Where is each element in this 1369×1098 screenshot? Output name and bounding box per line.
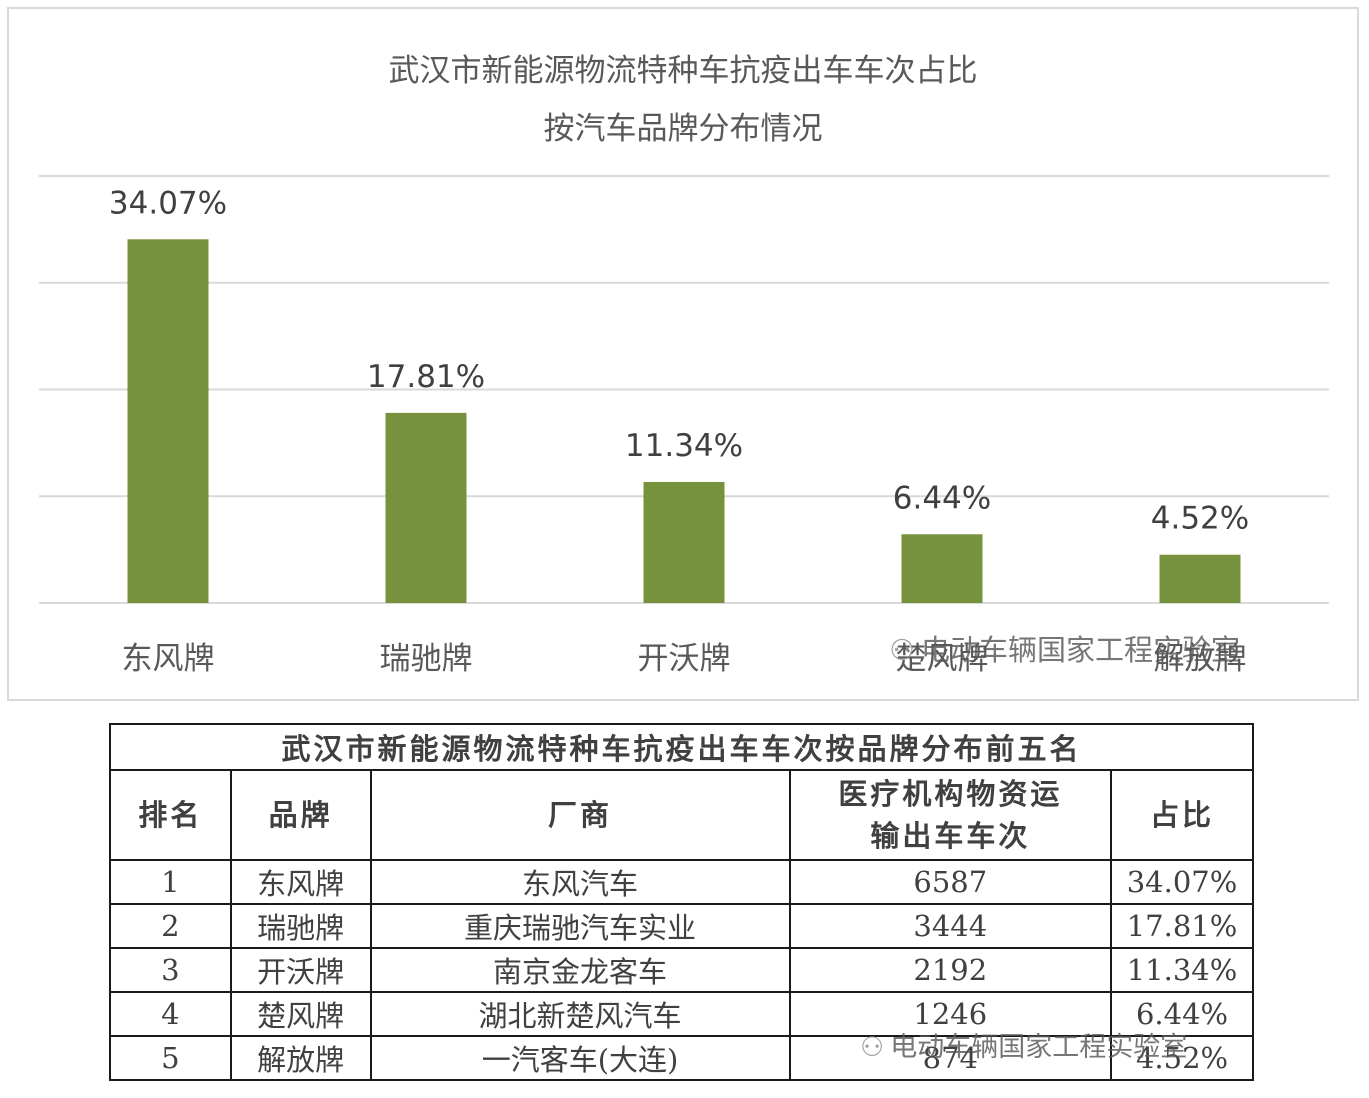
table-row: 4 楚风牌 湖北新楚风汽车 1246 6.44% bbox=[109, 991, 1254, 1037]
cell-share: 4.52% bbox=[1110, 1035, 1254, 1081]
category-label: 东风牌 bbox=[122, 641, 215, 677]
data-label: 34.07% bbox=[109, 185, 227, 221]
ranking-table: 武汉市新能源物流特种车抗疫出车车次按品牌分布前五名 排名 品牌 厂商 医疗机构物… bbox=[109, 723, 1254, 1081]
bar bbox=[901, 534, 983, 603]
cell-share: 11.34% bbox=[1110, 947, 1254, 993]
cell-trips: 874 bbox=[788, 1035, 1113, 1081]
wechat-icon: ⚇ bbox=[860, 1032, 885, 1063]
cell-share: 17.81% bbox=[1110, 903, 1254, 949]
cell-manufacturer: 重庆瑞驰汽车实业 bbox=[369, 903, 791, 949]
header-brand: 品牌 bbox=[229, 769, 372, 861]
header-trips: 医疗机构物资运输出车车次 bbox=[788, 769, 1113, 861]
table-header-row: 排名 品牌 厂商 医疗机构物资运输出车车次 占比 bbox=[109, 769, 1254, 861]
chart-watermark: ⚇ 电动车辆国家工程实验室 bbox=[889, 627, 1240, 669]
bar bbox=[643, 481, 725, 603]
chart-panel: 武汉市新能源物流特种车抗疫出车车次占比 按汽车品牌分布情况 34.07% 东风牌 1… bbox=[7, 7, 1359, 701]
cell-manufacturer: 湖北新楚风汽车 bbox=[369, 991, 791, 1037]
cell-trips: 3444 bbox=[788, 903, 1113, 949]
cell-rank: 3 bbox=[109, 947, 232, 993]
chart-title: 武汉市新能源物流特种车抗疫出车车次占比 bbox=[388, 53, 978, 89]
chart-subtitle: 按汽车品牌分布情况 bbox=[543, 111, 823, 147]
cell-rank: 4 bbox=[109, 991, 232, 1037]
cell-brand: 解放牌 bbox=[229, 1035, 372, 1081]
header-share: 占比 bbox=[1110, 769, 1254, 861]
cell-brand: 瑞驰牌 bbox=[229, 903, 372, 949]
bar-chart: 34.07% 东风牌 17.81% 瑞驰牌 11.34% 开沃牌 6.44% 楚风牌 4.52%… bbox=[39, 175, 1329, 677]
cell-brand: 东风牌 bbox=[229, 859, 372, 905]
category-label: 瑞驰牌 bbox=[380, 641, 473, 677]
cell-rank: 5 bbox=[109, 1035, 232, 1081]
data-label: 6.44% bbox=[893, 480, 991, 516]
cell-rank: 2 bbox=[109, 903, 232, 949]
bar bbox=[127, 239, 209, 604]
data-label: 17.81% bbox=[367, 359, 485, 395]
bar bbox=[385, 412, 467, 603]
bar bbox=[1159, 554, 1241, 603]
header-manufacturer: 厂商 bbox=[369, 769, 791, 861]
cell-trips: 6587 bbox=[788, 859, 1113, 905]
cell-manufacturer: 南京金龙客车 bbox=[369, 947, 791, 993]
wechat-icon: ⚇ bbox=[889, 633, 915, 667]
cell-rank: 1 bbox=[109, 859, 232, 905]
cell-share: 34.07% bbox=[1110, 859, 1254, 905]
table-row: 1 东风牌 东风汽车 6587 34.07% bbox=[109, 859, 1254, 905]
cell-trips: 1246 bbox=[788, 991, 1113, 1037]
cell-brand: 开沃牌 bbox=[229, 947, 372, 993]
table-row: 2 瑞驰牌 重庆瑞驰汽车实业 3444 17.81% bbox=[109, 903, 1254, 949]
cell-share: 6.44% bbox=[1110, 991, 1254, 1037]
cell-brand: 楚风牌 bbox=[229, 991, 372, 1037]
watermark-text: 电动车辆国家工程实验室 bbox=[890, 1032, 1188, 1063]
category-label: 开沃牌 bbox=[638, 641, 731, 677]
table-row: 3 开沃牌 南京金龙客车 2192 11.34% bbox=[109, 947, 1254, 993]
table-watermark: ⚇ 电动车辆国家工程实验室 bbox=[860, 1025, 1187, 1064]
cell-manufacturer: 东风汽车 bbox=[369, 859, 791, 905]
data-label: 11.34% bbox=[625, 428, 743, 464]
data-label: 4.52% bbox=[1151, 501, 1249, 537]
cell-trips: 2192 bbox=[788, 947, 1113, 993]
table-row: 5 解放牌 一汽客车(大连) 874 4.52% bbox=[109, 1035, 1254, 1081]
table-title: 武汉市新能源物流特种车抗疫出车车次按品牌分布前五名 bbox=[109, 723, 1254, 771]
watermark-text: 电动车辆国家工程实验室 bbox=[921, 633, 1241, 667]
category-label: 解放牌 bbox=[1154, 641, 1247, 677]
cell-manufacturer: 一汽客车(大连) bbox=[369, 1035, 791, 1081]
header-rank: 排名 bbox=[109, 769, 232, 861]
category-label: 楚风牌 bbox=[896, 641, 989, 677]
